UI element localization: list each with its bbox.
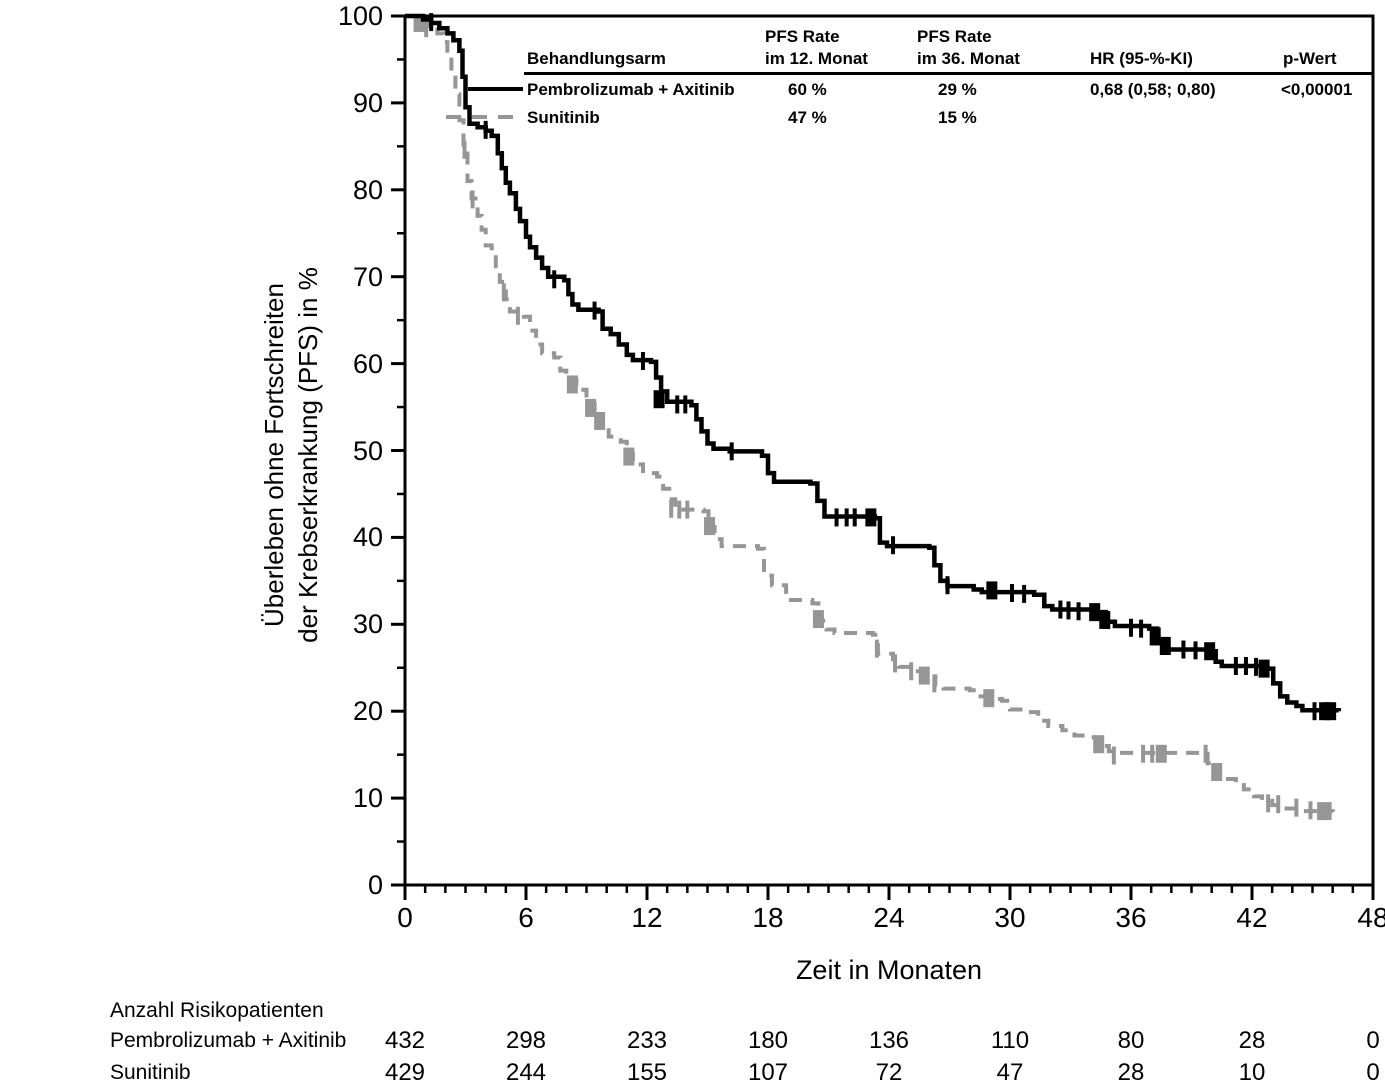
legend-header-pfs36-line2: im 36. Monat xyxy=(917,49,1020,68)
risk-count: 47 xyxy=(996,1059,1024,1086)
x-axis-tick-label: 6 xyxy=(518,902,534,933)
sunitinib-line-swatch xyxy=(446,115,523,119)
legend-row-pembrolizumab-label: Pembrolizumab + Axitinib xyxy=(527,80,735,99)
y-axis-tick-label: 0 xyxy=(367,870,383,900)
risk-count: 10 xyxy=(1238,1059,1266,1086)
sunitinib-curve xyxy=(405,14,1335,814)
sunitinib-pfs36-value: 15 % xyxy=(938,108,977,127)
y-axis-tick-label: 80 xyxy=(352,174,383,205)
risk-table-title: Anzahl Risikopatienten xyxy=(110,999,324,1022)
risk-row-pembrolizumab-label: Pembrolizumab + Axitinib xyxy=(110,1029,347,1052)
pembrolizumab-line-swatch xyxy=(468,87,523,91)
risk-count: 72 xyxy=(875,1059,903,1086)
pembrolizumab-axitinib-curve xyxy=(405,13,1341,713)
risk-count: 0 xyxy=(1366,1059,1380,1086)
legend-header-hr: HR (95-%-KI) xyxy=(1090,49,1193,68)
risk-count: 80 xyxy=(1117,1027,1145,1054)
risk-count: 155 xyxy=(626,1059,668,1086)
x-axis-tick-label: 48 xyxy=(1357,902,1385,933)
y-axis-tick-label: 10 xyxy=(352,783,383,814)
y-axis-tick-label: 20 xyxy=(352,696,383,727)
risk-count: 432 xyxy=(384,1027,426,1054)
x-axis-tick-label: 42 xyxy=(1236,902,1268,933)
x-axis-tick-label: 24 xyxy=(873,902,905,933)
sunitinib-pfs12-value: 47 % xyxy=(788,108,827,127)
legend-header-pfs12-line1: PFS Rate xyxy=(765,27,840,46)
y-axis-tick-label: 40 xyxy=(352,522,383,553)
x-axis-tick-label: 0 xyxy=(397,902,413,933)
y-axis-tick-label: 60 xyxy=(352,348,383,379)
risk-count: 28 xyxy=(1117,1059,1145,1086)
legend-header-arm: Behandlungsarm xyxy=(527,49,666,68)
hr-value: 0,68 (0,58; 0,80) xyxy=(1090,80,1216,99)
y-axis-title-line2: der Krebserkrankung (PFS) in % xyxy=(293,267,323,643)
risk-count: 136 xyxy=(868,1027,910,1054)
risk-count: 244 xyxy=(505,1059,547,1086)
x-axis-tick-label: 18 xyxy=(752,902,784,933)
y-axis-tick-label: 70 xyxy=(352,261,383,292)
y-axis-title-line1: Überleben ohne Fortschreiten xyxy=(259,283,289,627)
legend-header-pfs36-line1: PFS Rate xyxy=(917,27,992,46)
risk-count: 429 xyxy=(384,1059,426,1086)
risk-count: 110 xyxy=(990,1027,1030,1054)
risk-count: 233 xyxy=(626,1027,668,1054)
y-axis-tick-label: 30 xyxy=(352,609,383,640)
pembrolizumab-pfs12-value: 60 % xyxy=(788,80,827,99)
legend-header-pvalue: p-Wert xyxy=(1283,49,1337,68)
x-axis-tick-label: 12 xyxy=(631,902,663,933)
legend-row-sunitinib-label: Sunitinib xyxy=(527,108,600,127)
legend-header-rule xyxy=(524,72,1373,75)
y-axis-tick-label: 90 xyxy=(352,87,383,118)
x-axis-tick-label: 36 xyxy=(1115,902,1147,933)
risk-row-sunitinib-label: Sunitinib xyxy=(110,1061,191,1084)
x-axis-tick-label: 30 xyxy=(994,902,1026,933)
y-axis-title: Überleben ohne Fortschreiten der Krebser… xyxy=(257,267,325,643)
y-axis-tick-label: 100 xyxy=(337,1,383,31)
risk-count: 0 xyxy=(1366,1027,1380,1054)
risk-count: 28 xyxy=(1238,1027,1266,1054)
p-value: <0,00001 xyxy=(1281,80,1353,99)
risk-count: 107 xyxy=(747,1059,789,1086)
legend-header-pfs12-line2: im 12. Monat xyxy=(765,49,868,68)
risk-count: 180 xyxy=(747,1027,789,1054)
pembrolizumab-pfs36-value: 29 % xyxy=(938,80,977,99)
risk-count: 298 xyxy=(505,1027,547,1054)
x-axis-title: Zeit in Monaten xyxy=(795,955,983,985)
y-axis-tick-label: 50 xyxy=(352,435,383,466)
